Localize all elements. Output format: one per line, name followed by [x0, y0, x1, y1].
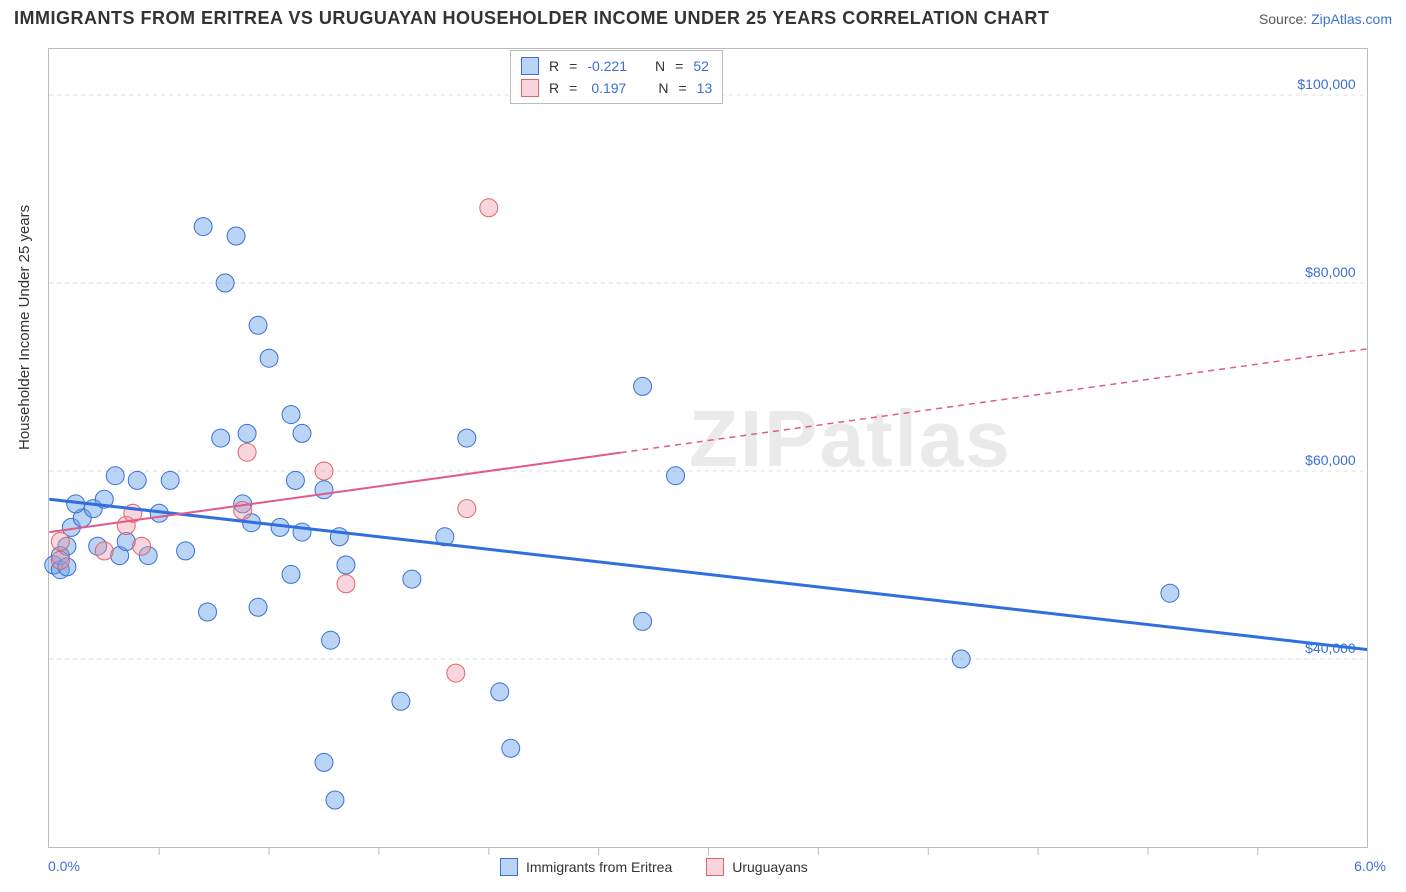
uruguay-point: [480, 199, 498, 217]
eritrea-point: [249, 316, 267, 334]
eritrea-point: [216, 274, 234, 292]
eritrea-point: [315, 753, 333, 771]
eritrea-point: [315, 481, 333, 499]
eq-sign: =: [569, 58, 577, 74]
r-label: R: [549, 80, 559, 96]
eritrea-point: [293, 424, 311, 442]
uruguay-point: [337, 575, 355, 593]
uruguay-point: [95, 542, 113, 560]
r-label: R: [549, 58, 559, 74]
eritrea-point: [161, 471, 179, 489]
legend-label-uruguay: Uruguayans: [732, 859, 808, 875]
eritrea-point: [199, 603, 217, 621]
legend-item-uruguay: Uruguayans: [706, 858, 808, 876]
uruguay-point: [447, 664, 465, 682]
stats-row-eritrea: R = -0.221 N = 52: [521, 55, 712, 77]
legend-item-eritrea: Immigrants from Eritrea: [500, 858, 672, 876]
chart-border-top: [48, 48, 1368, 49]
stats-row-uruguay: R = 0.197 N = 13: [521, 77, 712, 99]
eritrea-point: [212, 429, 230, 447]
source-credit: Source: ZipAtlas.com: [1259, 11, 1392, 27]
legend-swatch-blue: [500, 858, 518, 876]
uruguay-point: [315, 462, 333, 480]
eq-sign: =: [569, 80, 577, 96]
chart-plot-area: ZIPatlas $40,000$60,000$80,000$100,000: [48, 48, 1368, 848]
eritrea-point: [326, 791, 344, 809]
eq-sign: =: [678, 80, 686, 96]
y-tick-label: $100,000: [1297, 76, 1355, 92]
eritrea-point: [502, 739, 520, 757]
r-value-uruguay: 0.197: [591, 80, 626, 96]
uruguay-point: [51, 551, 69, 569]
bottom-legend: Immigrants from Eritrea Uruguayans: [500, 858, 808, 876]
trendline-uruguay-dashed: [621, 349, 1368, 453]
eritrea-point: [260, 349, 278, 367]
uruguay-point: [133, 537, 151, 555]
uruguay-point: [238, 443, 256, 461]
eritrea-point: [282, 565, 300, 583]
eq-sign: =: [675, 58, 683, 74]
source-link[interactable]: ZipAtlas.com: [1311, 11, 1392, 27]
x-axis-max-label: 6.0%: [1354, 858, 1386, 874]
trendline-eritrea: [49, 499, 1367, 649]
eritrea-point: [634, 377, 652, 395]
eritrea-point: [634, 612, 652, 630]
chart-border-right: [1367, 48, 1368, 848]
eritrea-point: [282, 406, 300, 424]
eritrea-point: [286, 471, 304, 489]
chart-title: IMMIGRANTS FROM ERITREA VS URUGUAYAN HOU…: [14, 8, 1049, 29]
uruguay-point: [458, 500, 476, 518]
y-tick-label: $80,000: [1305, 264, 1356, 280]
x-axis-min-label: 0.0%: [48, 858, 80, 874]
legend-swatch-blue: [521, 57, 539, 75]
correlation-stats-box: R = -0.221 N = 52 R = 0.197 N = 13: [510, 50, 723, 104]
source-label: Source:: [1259, 11, 1311, 27]
eritrea-point: [249, 598, 267, 616]
eritrea-point: [491, 683, 509, 701]
eritrea-point: [106, 467, 124, 485]
y-axis-title: Householder Income Under 25 years: [16, 205, 33, 450]
legend-swatch-pink: [706, 858, 724, 876]
eritrea-point: [458, 429, 476, 447]
y-tick-label: $60,000: [1305, 452, 1356, 468]
r-value-eritrea: -0.221: [587, 58, 627, 74]
eritrea-point: [227, 227, 245, 245]
eritrea-point: [177, 542, 195, 560]
n-value-uruguay: 13: [697, 80, 713, 96]
eritrea-point: [392, 692, 410, 710]
n-value-eritrea: 52: [693, 58, 709, 74]
n-label: N: [655, 58, 665, 74]
eritrea-point: [952, 650, 970, 668]
eritrea-point: [667, 467, 685, 485]
eritrea-point: [238, 424, 256, 442]
eritrea-point: [128, 471, 146, 489]
legend-label-eritrea: Immigrants from Eritrea: [526, 859, 672, 875]
legend-swatch-pink: [521, 79, 539, 97]
eritrea-point: [403, 570, 421, 588]
eritrea-point: [337, 556, 355, 574]
eritrea-point: [1161, 584, 1179, 602]
n-label: N: [658, 80, 668, 96]
trendline-uruguay-solid: [49, 453, 620, 532]
eritrea-point: [322, 631, 340, 649]
scatter-plot-svg: $40,000$60,000$80,000$100,000: [49, 48, 1368, 847]
chart-header: IMMIGRANTS FROM ERITREA VS URUGUAYAN HOU…: [14, 8, 1392, 29]
eritrea-point: [194, 218, 212, 236]
uruguay-point: [51, 533, 69, 551]
